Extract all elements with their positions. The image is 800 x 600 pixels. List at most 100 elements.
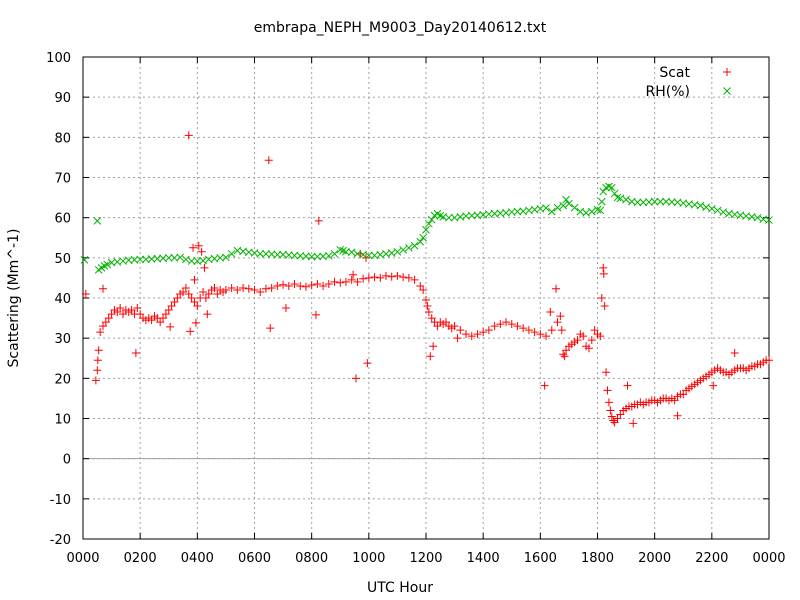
rh-point [613,193,622,202]
series [80,131,773,428]
scat-point [597,294,606,302]
y-tick-label: 40 [54,292,71,307]
scat-point [404,273,413,282]
rh-point [765,216,773,224]
scat-point [184,131,193,140]
scat-point [314,216,323,225]
rh-point [547,207,556,216]
scat-point [256,287,265,296]
rh-point [445,213,453,222]
scat-point [559,350,568,359]
scat-point [81,289,90,298]
scat-point [450,322,459,331]
rh-point [542,204,550,212]
y-tick-label: 80 [54,131,71,146]
scat-point [311,310,320,319]
scat-point [596,332,605,341]
scat-point [393,271,402,280]
scat-point [284,281,293,290]
scat-point [181,283,190,292]
scat-point [587,336,596,345]
x-tick-label: 1800 [581,551,614,566]
scat-point [490,322,499,331]
rh-point [399,245,407,254]
scat-point [353,277,362,286]
scat-point [179,287,188,296]
scat-point [679,390,688,399]
scat-point [170,298,179,307]
legend-label: Scat [659,65,690,81]
scat-point [200,263,209,272]
scat-point [502,318,511,327]
scat-point [213,289,222,298]
scat-point [167,302,176,311]
rh-point [633,198,642,207]
scat-point [281,304,290,313]
rh-point [93,217,102,225]
scat-point [496,320,505,329]
scat-point [194,241,203,250]
scat-point [264,156,273,165]
scat-point [429,342,438,351]
scat-point [423,302,432,311]
scat-point [479,328,488,337]
y-tick-label: 70 [54,172,71,187]
rh-point [425,219,433,228]
scat-point [359,274,368,283]
scat-point [364,273,373,282]
rh-point [182,255,190,264]
rh-point [570,203,579,212]
legend: Scat RH(%) [646,65,731,100]
scat-point [590,326,599,335]
scat-point [161,310,170,319]
rh-point [100,262,109,270]
rh-point [719,208,728,216]
x-tick-label: 1600 [524,551,557,566]
scat-point [709,381,718,390]
rh-point [324,251,333,260]
scat-point [419,285,428,294]
scat-point [616,410,625,419]
scat-point [542,332,551,341]
rh-point [416,237,425,246]
scat-point [629,419,638,428]
scat-point [147,316,156,325]
scat-point [119,310,128,319]
scat-point [513,322,522,331]
y-tick-label: 0 [63,453,71,468]
rh-point [605,182,613,191]
scat-point [602,368,611,377]
scat-point [453,334,462,343]
rh-point [187,257,196,265]
scat-point [104,314,113,323]
scat-point [507,320,516,329]
y-tick-label: 30 [54,332,71,347]
scat-point [127,306,136,315]
rh-point [610,189,619,198]
series-scat [81,131,773,428]
scat-point [233,285,242,294]
scat-point [99,322,108,331]
axis-ticks: -20 -10 0 10 20 30 40 50 60 70 80 90 100 0000 0200 0400… [46,51,785,566]
rh-point [436,211,445,220]
scat-point [599,263,608,272]
scat-point [604,398,613,407]
scat-point [426,352,435,361]
scat-point [573,336,582,345]
scat-point [187,294,196,302]
x-axis-label: UTC Hour [367,580,433,596]
scat-point [730,349,739,358]
scat-point [164,306,173,315]
rh-point [307,252,316,261]
y-tick-label: 100 [46,51,71,66]
scat-point [610,418,619,427]
scat-point [101,318,110,327]
rh-point [410,241,419,250]
legend-rh-marker [723,87,731,95]
scat-point [351,374,360,383]
rh-point [587,207,596,216]
scat-point [131,349,140,358]
scat-point [273,281,282,290]
scat-point [607,412,616,421]
rh-point [602,183,610,192]
